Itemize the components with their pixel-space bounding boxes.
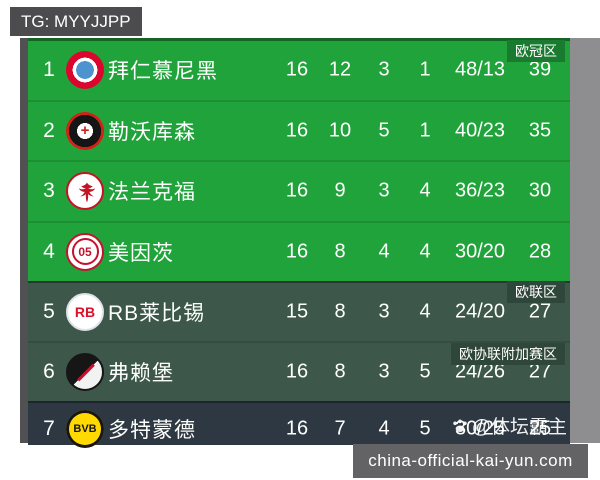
draws: 3: [378, 179, 390, 202]
team-name: 勒沃库森: [108, 120, 196, 144]
row7-zone: 7 BVB 多特蒙德 16 7 4 5 30/25 25: [28, 401, 570, 448]
losses: 5: [419, 360, 431, 383]
team-name: 多特蒙德: [108, 419, 196, 442]
matches-played: 16: [285, 417, 309, 440]
goal-ratio: 48/13: [454, 58, 506, 81]
losses: 4: [419, 300, 431, 323]
losses: 4: [419, 179, 431, 202]
eagle-icon: [78, 182, 96, 203]
paw-icon: [452, 419, 467, 432]
points: 25: [528, 417, 552, 440]
wins: 8: [334, 360, 346, 383]
matches-played: 16: [285, 58, 309, 81]
goal-ratio: 40/23: [454, 119, 506, 142]
points: 39: [528, 58, 552, 81]
team-name: 法兰克福: [108, 181, 196, 205]
wins: 10: [328, 119, 352, 142]
draws: 3: [378, 300, 390, 323]
conference-playoff-zone-badge: 欧协联附加赛区: [451, 343, 565, 365]
rank-number: 3: [43, 179, 55, 203]
left-frame-strip: [20, 38, 28, 443]
rank-number: 4: [43, 239, 55, 263]
rank-number: 1: [43, 58, 55, 82]
tg-contact-badge: TG: MYYJJPP: [10, 7, 142, 36]
rank-number: 6: [43, 360, 55, 383]
wins: 8: [334, 240, 346, 263]
points: 30: [528, 179, 552, 202]
draws: 5: [378, 119, 390, 142]
draws: 4: [378, 417, 390, 440]
points: 27: [528, 300, 552, 323]
table-row[interactable]: 1 拜仁慕尼黑 16 12 3 1 48/13 39: [28, 41, 570, 100]
frankfurt-crest-icon: [66, 172, 104, 211]
cl-zone-badge: 欧冠区: [507, 40, 565, 62]
draws: 4: [378, 240, 390, 263]
wins: 8: [334, 300, 346, 323]
goal-ratio: 30/20: [454, 240, 506, 263]
table-row[interactable]: 3 法兰克福 16 9 3 4 36/23 30: [28, 160, 570, 221]
social-watermark: @体坛霸主: [451, 412, 567, 439]
dortmund-crest-icon: BVB: [66, 410, 104, 448]
matches-played: 16: [285, 179, 309, 202]
table-row[interactable]: 4 05 美因茨 16 8 4 4 30/20 28: [28, 220, 570, 282]
bayern-crest-icon: [66, 51, 104, 90]
champions-league-zone: 1 拜仁慕尼黑 16 12 3 1 48/13 39 2 + 勒沃库森 16 1…: [28, 38, 570, 281]
matches-played: 16: [285, 240, 309, 263]
table-row[interactable]: 2 + 勒沃库森 16 10 5 1 40/23 35: [28, 99, 570, 161]
leipzig-crest-icon: RB: [66, 293, 104, 331]
freiburg-crest-icon: [66, 353, 104, 391]
leverkusen-crest-icon: +: [66, 111, 104, 150]
el-zone-badge: 欧联区: [507, 281, 565, 303]
losses: 4: [419, 240, 431, 263]
team-name: 拜仁慕尼黑: [108, 60, 218, 84]
wins: 7: [334, 417, 346, 440]
standings-table: 1 拜仁慕尼黑 16 12 3 1 48/13 39 2 + 勒沃库森 16 1…: [28, 38, 570, 448]
table-row[interactable]: 6 弗赖堡 16 8 3 5 24/26 27: [28, 341, 570, 401]
rank-number: 2: [43, 118, 55, 142]
social-watermark-text: @体坛霸主: [471, 417, 567, 438]
losses: 1: [419, 119, 431, 142]
points: 28: [528, 240, 552, 263]
losses: 1: [419, 58, 431, 81]
matches-played: 16: [285, 119, 309, 142]
wins: 12: [328, 58, 352, 81]
team-name: 弗赖堡: [108, 362, 174, 385]
rank-number: 5: [43, 300, 55, 323]
goal-ratio: 24/26: [454, 360, 506, 383]
matches-played: 16: [285, 360, 309, 383]
table-row[interactable]: 5 RB RB莱比锡 15 8 3 4 24/20 27: [28, 283, 570, 341]
draws: 3: [378, 360, 390, 383]
europa-league-zone: 5 RB RB莱比锡 15 8 3 4 24/20 27 6 弗赖堡 16 8 …: [28, 281, 570, 401]
site-watermark-badge: china-official-kai-yun.com: [353, 444, 588, 478]
table-row[interactable]: 7 BVB 多特蒙德 16 7 4 5 30/25 25: [28, 403, 570, 448]
points: 27: [528, 360, 552, 383]
mainz-crest-icon: 05: [66, 232, 104, 271]
team-name: 美因茨: [108, 241, 174, 265]
draws: 3: [378, 58, 390, 81]
losses: 5: [419, 417, 431, 440]
matches-played: 15: [285, 300, 309, 323]
rank-number: 7: [43, 417, 55, 440]
goal-ratio: 36/23: [454, 179, 506, 202]
points: 35: [528, 119, 552, 142]
team-name: RB莱比锡: [108, 302, 206, 325]
goal-ratio: 30/25: [454, 417, 506, 440]
right-frame-strip: [570, 38, 600, 443]
goal-ratio: 24/20: [454, 300, 506, 323]
wins: 9: [334, 179, 346, 202]
